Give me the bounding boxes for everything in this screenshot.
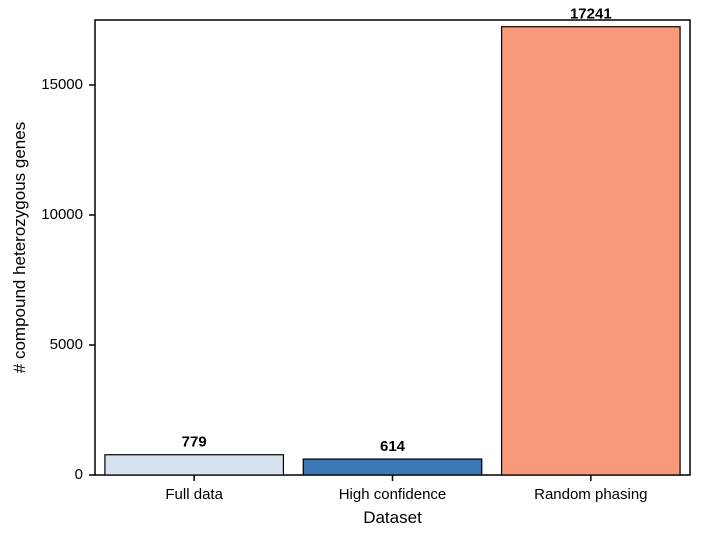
y-tick-label: 5000 [50,336,83,353]
bar-value-label: 779 [182,434,207,451]
y-tick-label: 10000 [41,206,83,223]
y-tick-label: 0 [75,466,83,483]
chart-container: 0 5000 10000 15000 779 Full data 614 High confi… [0,0,706,540]
x-tick-label: Random phasing [534,486,647,503]
bar [502,27,681,475]
bar [105,455,284,475]
bar-value-label: 614 [380,438,406,455]
bar-value-label: 17241 [570,6,612,23]
x-tick-label: High confidence [339,486,447,503]
x-tick-label: Full data [165,486,223,503]
y-axis-title: # compound heterozygous genes [10,122,29,373]
bar [303,459,482,475]
y-tick-label: 15000 [41,76,83,93]
bar-chart: 0 5000 10000 15000 779 Full data 614 High confi… [0,0,706,540]
x-axis-title: Dataset [363,508,422,527]
